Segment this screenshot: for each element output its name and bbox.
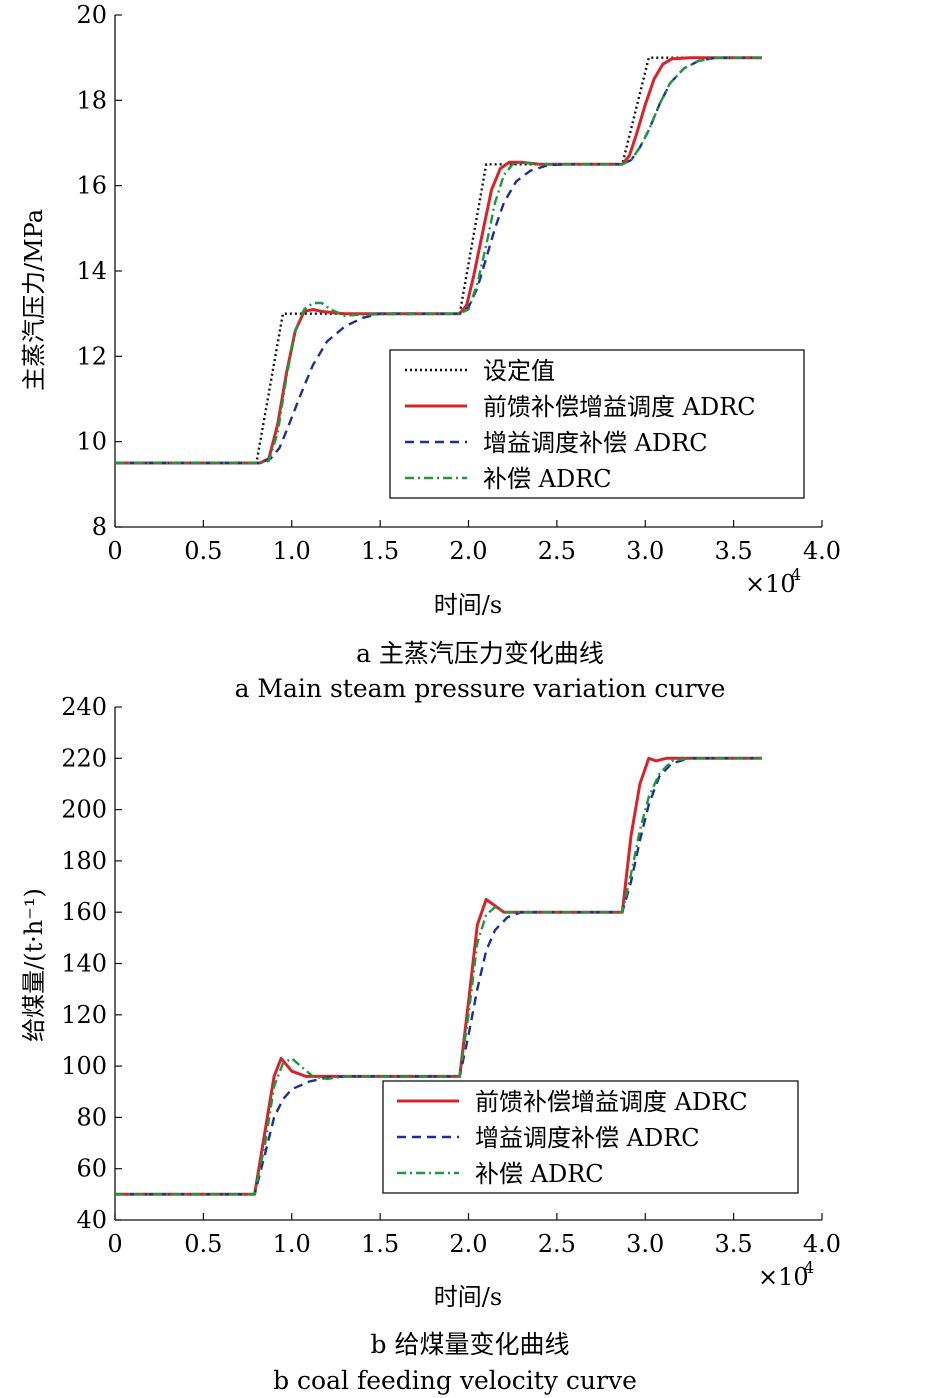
chart-a-x-multiplier: ×10 <box>745 570 796 598</box>
chart-b-ticks: 0 0.5 1.0 1.5 2.0 2.5 3.0 3.5 4.0 40 60 80 100 120 140… <box>61 693 841 1258</box>
series-line-3 <box>115 56 762 465</box>
chart-a-x-multiplier-exp: 4 <box>791 565 801 584</box>
y-tick-label: 200 <box>61 796 107 824</box>
chart-a-lines <box>115 56 762 465</box>
x-tick-label: 1.0 <box>273 537 311 565</box>
y-tick-label: 120 <box>61 1001 107 1029</box>
x-tick-label: 4.0 <box>803 537 841 565</box>
chart-b-legend: 前馈补偿增益调度 ADRC 增益调度补偿 ADRC 补偿 ADRC <box>397 1088 748 1188</box>
y-tick-label: 80 <box>76 1103 107 1131</box>
chart-a-ylabel: 主蒸汽压力/MPa <box>20 209 48 391</box>
x-tick-label: 2.5 <box>538 1230 576 1258</box>
legend-label: 设定值 <box>483 357 555 385</box>
legend-label: 补偿 ADRC <box>483 465 612 493</box>
x-tick-label: 1.0 <box>273 1230 311 1258</box>
legend-label: 前馈补偿增益调度 ADRC <box>475 1088 748 1116</box>
y-tick-label: 100 <box>61 1052 107 1080</box>
y-tick-label: 12 <box>76 342 107 370</box>
x-tick-label: 0.5 <box>184 537 222 565</box>
x-tick-label: 4.0 <box>803 1230 841 1258</box>
y-tick-label: 160 <box>61 898 107 926</box>
chart-a-caption-cn: a 主蒸汽压力变化曲线 <box>356 639 604 668</box>
x-tick-label: 2.0 <box>449 1230 487 1258</box>
y-tick-label: 10 <box>76 428 107 456</box>
y-tick-label: 180 <box>61 847 107 875</box>
series-line-1 <box>115 756 762 1196</box>
y-tick-label: 220 <box>61 744 107 772</box>
chart-b-lines <box>115 756 762 1196</box>
x-tick-label: 0 <box>107 537 122 565</box>
chart-b: 0 0.5 1.0 1.5 2.0 2.5 3.0 3.5 4.0 40 60 80 100 120 140… <box>20 693 841 1395</box>
chart-a-legend-box <box>389 349 805 499</box>
legend-label: 补偿 ADRC <box>475 1160 604 1188</box>
chart-a-caption-en: a Main steam pressure variation curve <box>235 674 726 703</box>
series-line-1 <box>115 56 762 465</box>
x-tick-label: 1.5 <box>361 537 399 565</box>
series-line-4 <box>115 56 762 465</box>
x-tick-label: 1.5 <box>361 1230 399 1258</box>
x-tick-label: 0 <box>107 1230 122 1258</box>
y-tick-label: 18 <box>76 86 107 114</box>
series-line-2 <box>115 56 762 465</box>
x-tick-label: 2.5 <box>538 537 576 565</box>
legend-label: 增益调度补偿 ADRC <box>475 1124 700 1152</box>
y-tick-label: 16 <box>76 172 107 200</box>
series-line-2 <box>115 757 762 1196</box>
y-tick-label: 20 <box>76 1 107 29</box>
chart-b-caption-en: b coal feeding velocity curve <box>273 1366 637 1395</box>
x-tick-label: 3.0 <box>626 537 664 565</box>
chart-a: 0 0.5 1.0 1.5 2.0 2.5 3.0 3.5 4.0 8 10 12 14 16 18 20 设… <box>20 1 841 703</box>
chart-b-x-multiplier: ×10 <box>758 1263 809 1291</box>
y-tick-label: 14 <box>76 257 107 285</box>
chart-b-x-multiplier-exp: 4 <box>804 1258 814 1277</box>
y-tick-label: 40 <box>76 1206 107 1234</box>
y-tick-label: 240 <box>61 693 107 721</box>
legend-label: 增益调度补偿 ADRC <box>483 429 708 457</box>
chart-a-xlabel: 时间/s <box>434 591 502 619</box>
chart-b-xlabel: 时间/s <box>434 1283 502 1311</box>
y-tick-label: 8 <box>92 513 107 541</box>
x-tick-label: 3.5 <box>715 1230 753 1258</box>
legend-label: 前馈补偿增益调度 ADRC <box>483 393 756 421</box>
chart-b-caption-cn: b 给煤量变化曲线 <box>371 1330 570 1359</box>
y-tick-label: 140 <box>61 950 107 978</box>
x-tick-label: 3.5 <box>715 537 753 565</box>
chart-b-ylabel: 给煤量/(t·h⁻¹) <box>20 888 48 1042</box>
series-line-3 <box>115 757 762 1196</box>
x-tick-label: 0.5 <box>184 1230 222 1258</box>
y-tick-label: 60 <box>76 1155 107 1183</box>
x-tick-label: 2.0 <box>449 537 487 565</box>
chart-a-ticks: 0 0.5 1.0 1.5 2.0 2.5 3.0 3.5 4.0 8 10 12 14 16 18 20 <box>76 1 841 565</box>
x-tick-label: 3.0 <box>626 1230 664 1258</box>
